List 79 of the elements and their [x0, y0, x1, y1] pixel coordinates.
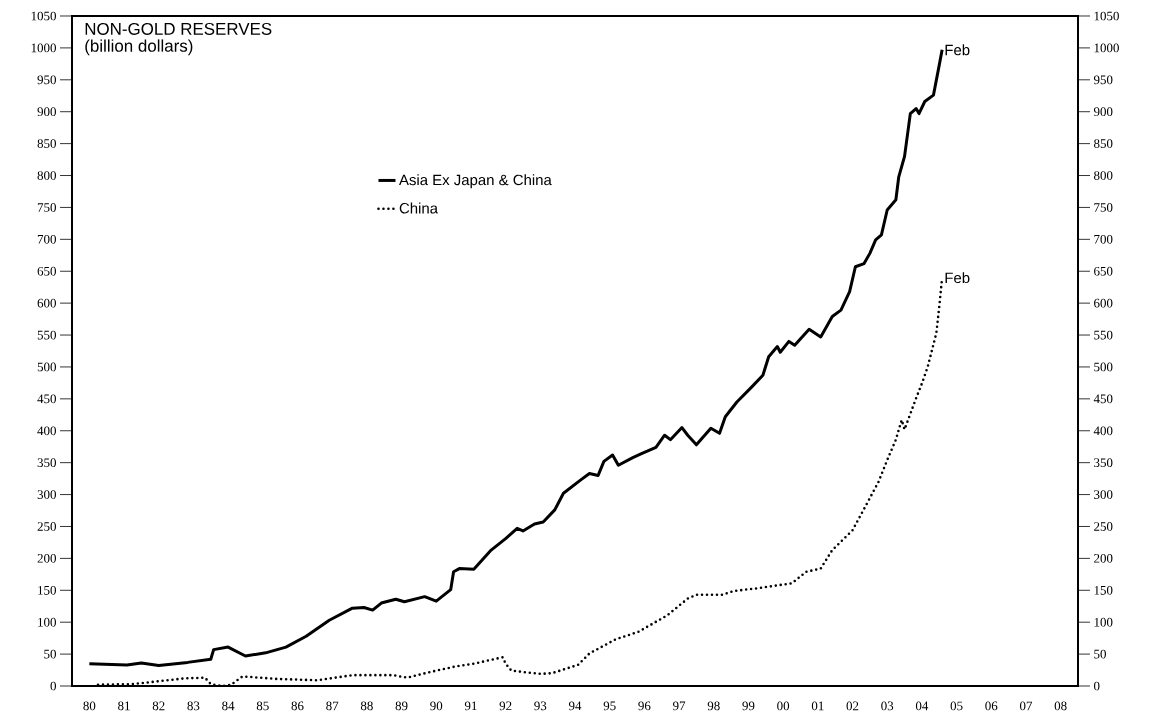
- y2-tick-label: 800: [1094, 171, 1113, 180]
- x-tick-label: 96: [638, 701, 651, 711]
- x-tick-label: 85: [256, 701, 269, 711]
- y2-tick-label: 1000: [1094, 43, 1119, 53]
- y-tick-label: 250: [37, 522, 56, 531]
- x-tick-label: 86: [291, 701, 304, 711]
- x-tick-label: 88: [360, 701, 373, 711]
- y2-tick-label: 600: [1094, 298, 1113, 308]
- y2-tick-label: 350: [1094, 458, 1113, 468]
- text: (billion dollars): [85, 39, 193, 56]
- y2-tick-label: 550: [1094, 330, 1113, 340]
- y2-tick-label: 0: [1094, 681, 1100, 691]
- x-tick-label: 90: [430, 701, 443, 711]
- y2-tick-label: 150: [1094, 585, 1113, 595]
- y2-tick-label: 950: [1093, 75, 1113, 85]
- x-tick-label: 92: [499, 701, 512, 711]
- x-tick-label: 94: [568, 701, 582, 711]
- y2-tick-label: 900: [1093, 107, 1113, 117]
- x-tick-label: 87: [326, 701, 339, 711]
- y2-tick-label: 850: [1094, 139, 1113, 148]
- y-tick-label: 800: [37, 171, 56, 180]
- y-tick-label: 900: [37, 107, 56, 117]
- y2-tick-label: 750: [1094, 203, 1113, 212]
- x-tick-label: 84: [222, 701, 235, 711]
- x-tick-label: 07: [1019, 701, 1033, 711]
- y-tick-label: 150: [38, 585, 56, 595]
- x-tick-label: 00: [777, 701, 790, 711]
- x-tick-label: 06: [985, 701, 998, 711]
- y-tick-label: 300: [37, 490, 56, 499]
- y-tick-label: 500: [37, 362, 56, 372]
- y2-tick-label: 300: [1094, 490, 1113, 499]
- y2-tick-label: 200: [1094, 554, 1113, 563]
- y2-tick-label: 100: [1094, 617, 1113, 627]
- legend-label: China: [399, 202, 439, 214]
- y-tick-label: 550: [37, 330, 56, 340]
- x-tick-label: 89: [395, 701, 408, 711]
- x-tick-label: 98: [707, 701, 720, 711]
- legend-label: Asia Ex Japan & China: [399, 174, 552, 189]
- x-tick-label: 83: [187, 701, 200, 711]
- x-tick-label: 81: [118, 701, 130, 711]
- y2-tick-label: 1050: [1094, 11, 1119, 21]
- y-tick-label: 1000: [31, 43, 56, 53]
- x-tick-label: 05: [950, 701, 963, 711]
- x-tick-label: 93: [534, 701, 547, 711]
- x-tick-label: 82: [152, 701, 165, 711]
- y2-tick-label: 500: [1094, 362, 1113, 372]
- y-tick-label: 100: [38, 617, 56, 627]
- y-tick-label: 350: [37, 458, 56, 468]
- x-tick-label: 08: [1054, 701, 1067, 711]
- y-tick-label: 200: [37, 554, 56, 563]
- y2-tick-label: 400: [1093, 426, 1113, 436]
- annotation: Feb: [945, 272, 970, 284]
- y2-tick-label: 700: [1094, 234, 1113, 244]
- y-tick-label: 850: [37, 139, 56, 148]
- x-tick-label: 01: [811, 701, 824, 711]
- y-tick-label: 1050: [31, 11, 56, 21]
- chart-title: NON-GOLD RESERVES: [85, 22, 272, 35]
- x-tick-label: 80: [83, 701, 96, 711]
- x-tick-label: 95: [603, 701, 616, 711]
- x-tick-label: 04: [915, 701, 929, 711]
- y-tick-label: 750: [37, 203, 56, 212]
- y-tick-label: 700: [37, 234, 56, 244]
- x-tick-label: 99: [742, 701, 755, 711]
- y-tick-label: 950: [37, 75, 56, 85]
- x-tick-label: 97: [673, 701, 686, 711]
- y2-tick-label: 450: [1093, 394, 1113, 404]
- y-tick-label: 0: [50, 681, 56, 691]
- y2-tick-label: 250: [1094, 522, 1113, 531]
- y-tick-label: 650: [37, 266, 56, 276]
- y-tick-label: 450: [37, 394, 56, 404]
- y2-tick-label: 650: [1094, 266, 1113, 276]
- y-tick-label: 400: [37, 426, 56, 436]
- y-tick-label: 600: [37, 298, 56, 308]
- x-tick-label: 02: [846, 701, 859, 711]
- y2-tick-label: 50: [1094, 649, 1106, 659]
- annotation: Feb: [945, 44, 970, 56]
- x-tick-label: 03: [881, 701, 894, 711]
- y-tick-label: 50: [44, 649, 56, 659]
- x-tick-label: 91: [464, 701, 477, 711]
